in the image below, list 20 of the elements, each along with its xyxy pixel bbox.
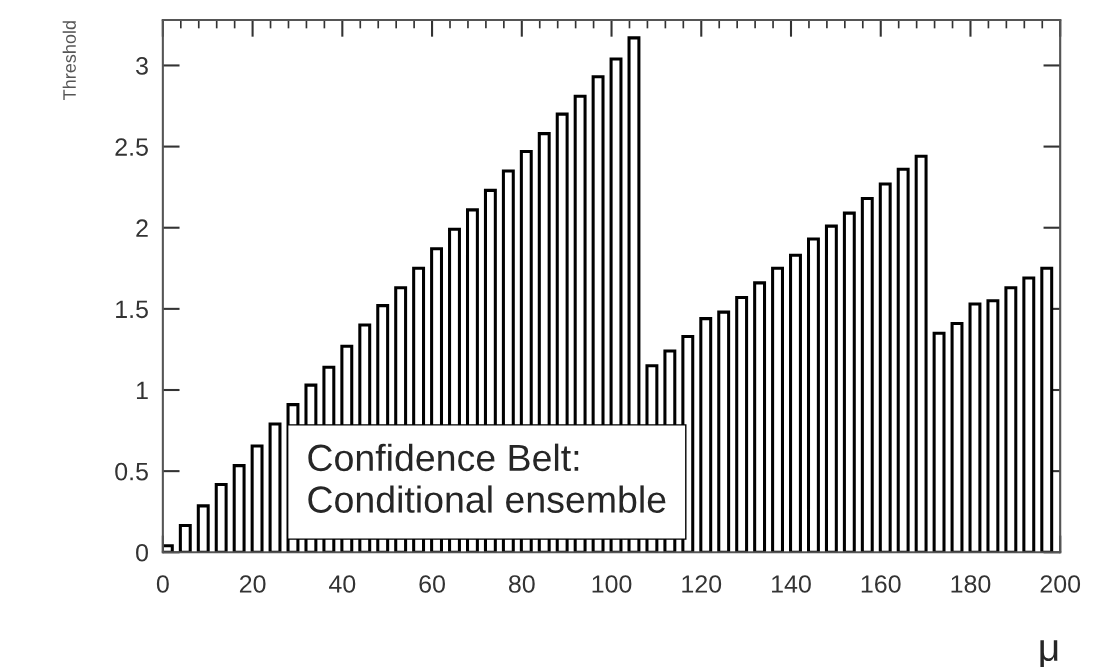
x-tick-label: 180	[951, 575, 991, 593]
x-tick-label: 140	[772, 575, 811, 593]
x-tick-label: 20	[239, 575, 266, 593]
annotation: Confidence Belt: Conditional ensemble	[308, 443, 666, 513]
y-tick-label: 1.5	[116, 300, 148, 319]
y-tick-label: 3	[136, 57, 148, 75]
y-tick-label: 0	[136, 543, 148, 562]
y-tick-label: 1	[136, 381, 148, 400]
x-tick-label: 40	[329, 575, 356, 593]
x-tick-label: 0	[156, 575, 169, 593]
x-tick-label: 80	[508, 575, 535, 593]
x-tick-label: 100	[592, 575, 632, 593]
x-tick-label: 60	[419, 575, 445, 593]
x-tick-label: 200	[1040, 575, 1081, 593]
y-tick-label: 2	[136, 219, 148, 237]
y-tick-label: 2.5	[115, 138, 148, 156]
x-tick-label: 120	[682, 575, 722, 593]
y-axis-title: Threshold	[62, 21, 76, 100]
y-tick-label: 0.5	[115, 462, 148, 481]
x-tick-label: 160	[861, 575, 901, 593]
